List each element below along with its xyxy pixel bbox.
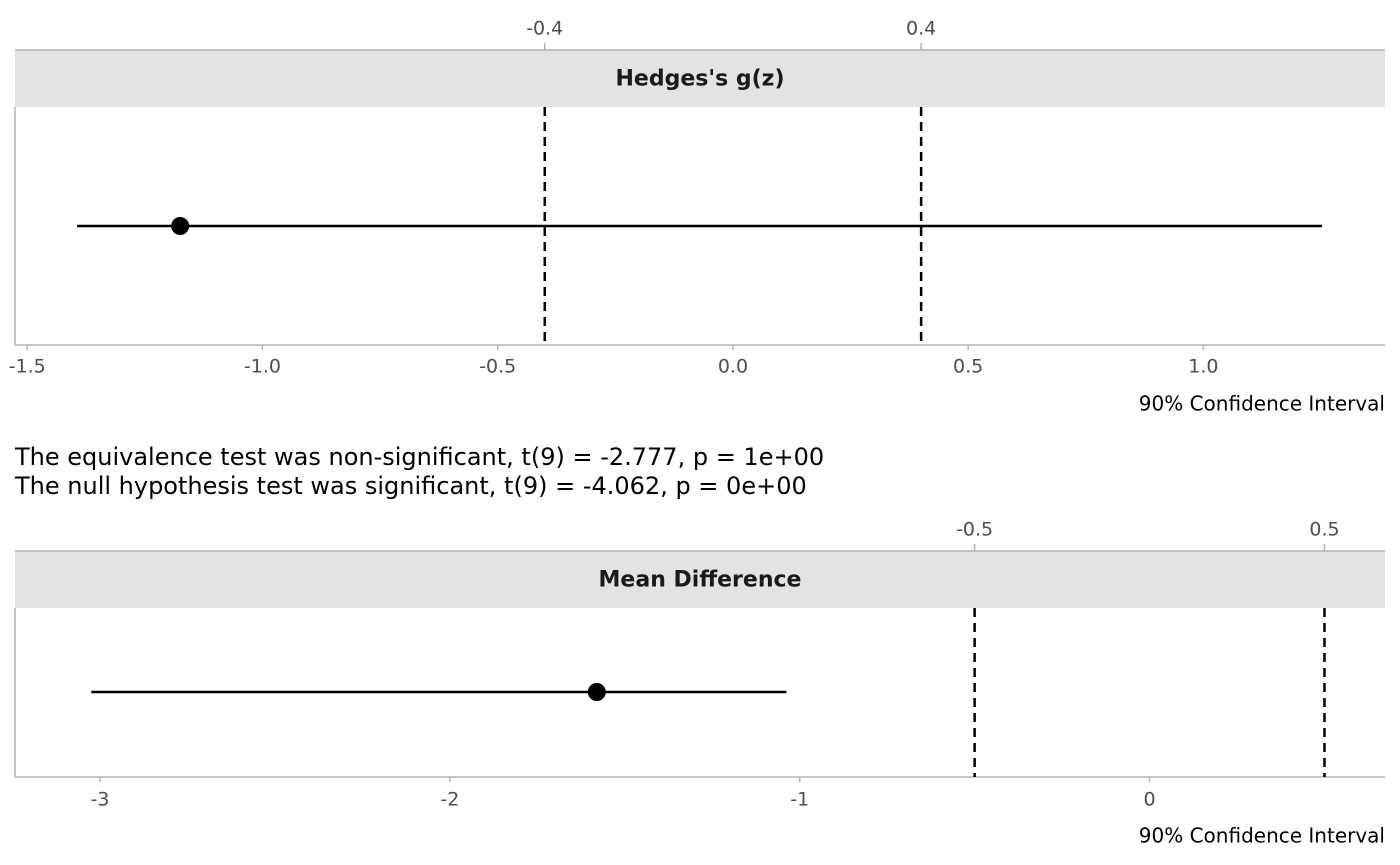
strip: [15, 551, 1385, 608]
x2-tick-label: -0.4: [526, 18, 563, 40]
x2-tick-label: 0.4: [906, 18, 936, 40]
strip-title: Mean Difference: [599, 568, 802, 593]
x-tick-label: -1.5: [9, 356, 46, 378]
strip-title: Hedges's g(z): [616, 67, 785, 92]
x-tick-label: 0.5: [953, 356, 983, 378]
x-axis-label: 90% Confidence Interval: [1139, 824, 1385, 848]
x-tick-label: -1: [790, 789, 809, 811]
x-axis-label: 90% Confidence Interval: [1139, 392, 1385, 416]
x-tick-label: 0: [1144, 789, 1156, 811]
x-tick-label: -2: [440, 789, 459, 811]
x-tick-label: 0.0: [718, 356, 748, 378]
x-tick-label: -3: [91, 789, 110, 811]
x-tick-label: -1.0: [244, 356, 281, 378]
result-text: The equivalence test was non-significant…: [14, 443, 824, 471]
estimate-point: [171, 217, 190, 235]
x-tick-label: 1.0: [1188, 356, 1218, 378]
estimate-point: [587, 683, 606, 701]
x2-tick-label: -0.5: [956, 519, 993, 541]
x-tick-label: -0.5: [479, 356, 516, 378]
x2-tick-label: 0.5: [1309, 519, 1339, 541]
result-text: The null hypothesis test was significant…: [14, 472, 807, 500]
strip: [15, 50, 1385, 107]
